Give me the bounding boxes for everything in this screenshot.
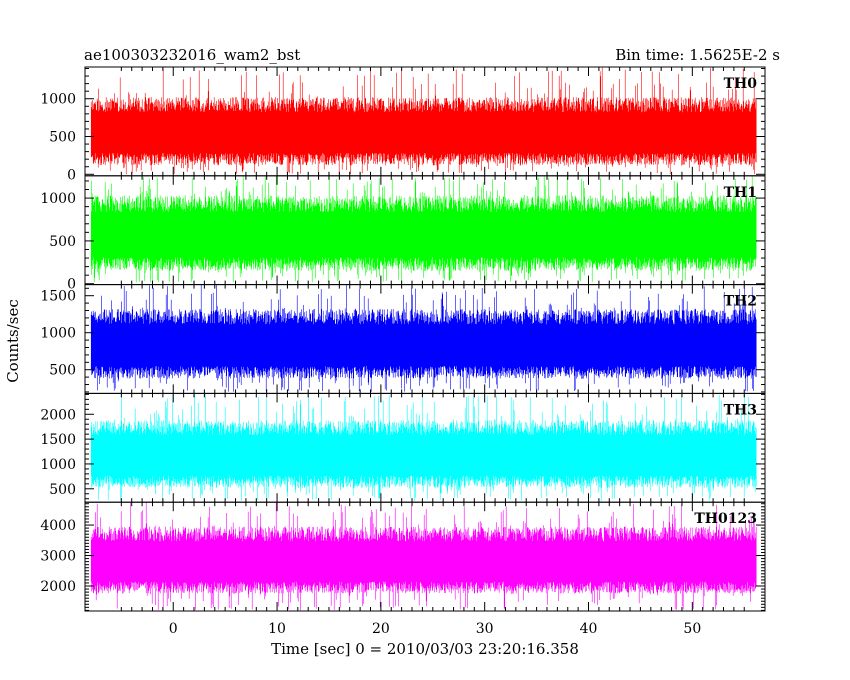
panel-frame <box>84 501 766 612</box>
panel-label: TH2 <box>724 294 757 310</box>
panel-th3: 500 1000 1500 2000 TH3 <box>40 392 766 503</box>
x-tick-label: 10 <box>268 621 286 637</box>
x-tick-label: 50 <box>683 621 701 637</box>
x-tick-label: 40 <box>580 621 598 637</box>
panel-th0123: 2000 3000 4000 TH0123 <box>40 501 766 612</box>
y-axis-label: Counts/sec <box>4 299 22 383</box>
y-tick-label: 500 <box>49 363 76 379</box>
series-th2 <box>90 284 757 392</box>
series-th0 <box>90 67 757 175</box>
chart-title: ae100303232016_wam2_bst <box>84 46 300 64</box>
y-tick-label: 0 <box>67 167 76 183</box>
panel-th0: 0 500 1000 TH0 <box>40 66 766 183</box>
y-tick-label: 0 <box>67 277 76 293</box>
y-tick-label: 1500 <box>40 432 76 448</box>
y-tick-label: 2000 <box>40 407 76 423</box>
y-tick-label: 1000 <box>40 92 76 108</box>
bin-time-label: Bin time: 1.5625E-2 s <box>615 46 780 64</box>
series-th1 <box>90 176 757 283</box>
panel-th2: 500 1000 1500 TH2 <box>40 284 766 394</box>
y-tick-label: 4000 <box>40 518 76 534</box>
panel-th1: 0 500 1000 TH1 <box>40 175 766 293</box>
x-tick-label: 30 <box>476 621 494 637</box>
series-th0123 <box>90 502 757 611</box>
panel-label: TH0 <box>724 76 758 92</box>
y-tick-label: 500 <box>49 130 76 146</box>
y-tick-label: 2000 <box>40 579 76 595</box>
x-axis-label: Time [sec] 0 = 2010/03/03 23:20:16.358 <box>271 640 579 658</box>
x-tick-label: 0 <box>169 621 178 637</box>
y-tick-label: 500 <box>49 482 76 498</box>
panel-label: TH1 <box>724 185 757 201</box>
x-tick-label: 20 <box>372 621 390 637</box>
y-tick-label: 1000 <box>40 191 76 207</box>
y-tick-label: 500 <box>49 234 76 250</box>
y-tick-label: 3000 <box>40 549 76 565</box>
y-tick-label: 1000 <box>40 457 76 473</box>
panel-label: TH3 <box>724 402 757 418</box>
panel-label: TH0123 <box>694 511 757 527</box>
series-th3 <box>90 393 757 502</box>
y-tick-label: 1000 <box>40 326 76 342</box>
y-tick-label: 1500 <box>40 289 76 305</box>
